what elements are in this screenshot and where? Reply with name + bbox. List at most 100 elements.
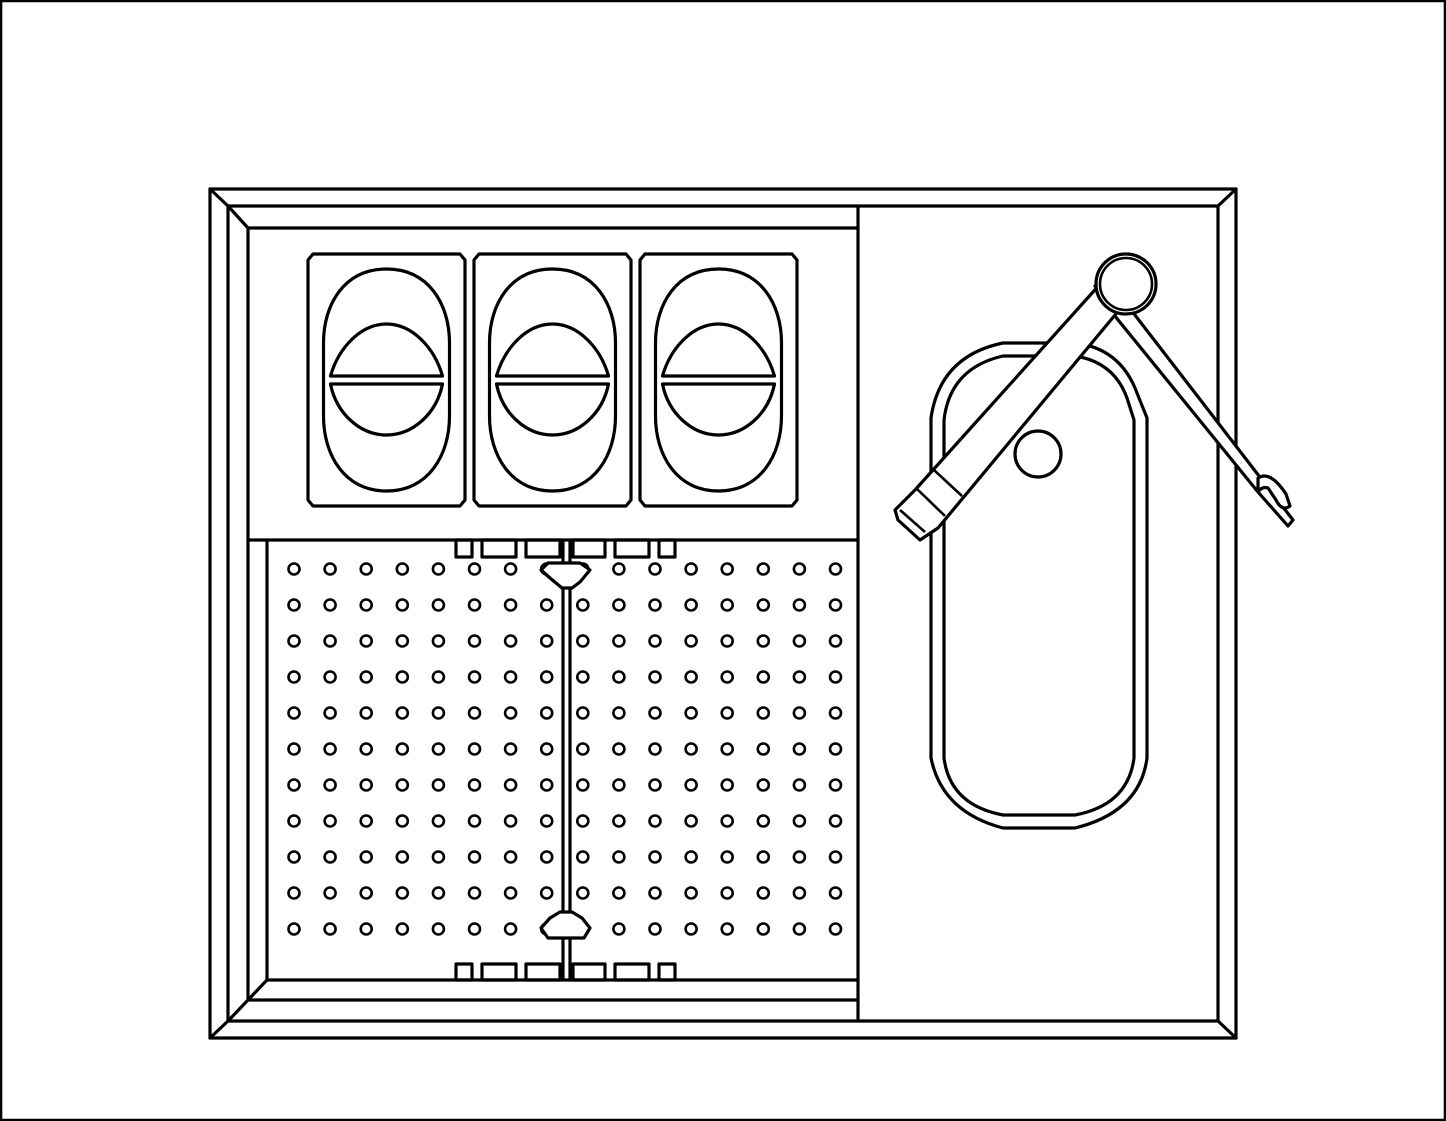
burner-plate bbox=[638, 252, 799, 508]
drain-hole bbox=[503, 850, 518, 864]
drain-hole bbox=[575, 670, 590, 684]
drain-hole bbox=[648, 634, 662, 648]
drain-hole bbox=[323, 814, 337, 828]
drain-hole bbox=[539, 850, 554, 864]
drain-hole bbox=[359, 706, 374, 720]
drain-hole bbox=[323, 706, 337, 720]
drain-hole bbox=[792, 598, 807, 612]
drain-hole bbox=[359, 742, 374, 756]
drain-hole bbox=[503, 706, 518, 720]
drain-hole bbox=[720, 742, 735, 756]
drain-hole bbox=[792, 742, 807, 756]
drain-hole bbox=[756, 670, 771, 684]
drainer-bottom-tabs bbox=[454, 962, 677, 982]
drain-hole bbox=[503, 778, 518, 792]
drain-hole bbox=[467, 814, 482, 828]
drain-hole bbox=[323, 886, 337, 900]
drain-hole bbox=[359, 778, 374, 792]
tab bbox=[657, 538, 677, 559]
drain-hole bbox=[539, 634, 554, 648]
tab bbox=[480, 962, 518, 982]
drain-icon bbox=[1013, 429, 1063, 479]
drain-hole bbox=[431, 634, 446, 648]
drain-hole bbox=[467, 670, 482, 684]
drain-hole bbox=[323, 634, 337, 648]
drain-hole bbox=[575, 598, 590, 612]
drain-hole bbox=[323, 562, 337, 576]
drain-hole bbox=[684, 922, 698, 936]
drain-hole bbox=[648, 562, 662, 576]
drain-hole bbox=[828, 850, 843, 864]
drain-hole bbox=[720, 634, 735, 648]
drain-hole bbox=[467, 742, 482, 756]
drain-hole bbox=[828, 670, 843, 684]
frame-corner-tr bbox=[1216, 187, 1238, 208]
drain-hole bbox=[612, 778, 626, 792]
drain-hole bbox=[720, 850, 735, 864]
drain-hole bbox=[648, 922, 662, 936]
drain-hole bbox=[575, 814, 590, 828]
drain-hole bbox=[395, 670, 410, 684]
drain-hole bbox=[395, 634, 410, 648]
drain-hole bbox=[648, 706, 662, 720]
inner-corner-top bbox=[226, 204, 250, 230]
drainer-center-rail bbox=[539, 540, 592, 982]
drain-hole bbox=[431, 562, 446, 576]
hob bbox=[306, 252, 799, 508]
drain-hole bbox=[684, 886, 698, 900]
drain-hole bbox=[467, 922, 482, 936]
drain-hole bbox=[287, 778, 301, 792]
drain-hole bbox=[612, 850, 626, 864]
drain-hole bbox=[684, 742, 698, 756]
drain-hole bbox=[359, 598, 374, 612]
drain-hole bbox=[575, 886, 590, 900]
drain-hole bbox=[575, 778, 590, 792]
drain-hole bbox=[684, 850, 698, 864]
rail-clip-top bbox=[539, 561, 592, 590]
tab bbox=[524, 962, 562, 982]
drain-hole bbox=[359, 670, 374, 684]
drain-hole bbox=[359, 562, 374, 576]
drain-hole bbox=[756, 742, 771, 756]
drain-hole bbox=[539, 886, 554, 900]
drain-hole bbox=[612, 706, 626, 720]
frame-inner bbox=[226, 204, 1220, 1023]
drain-hole bbox=[503, 886, 518, 900]
drain-hole bbox=[467, 598, 482, 612]
rail-clip-bottom bbox=[539, 910, 592, 940]
drain-hole bbox=[467, 850, 482, 864]
drain-hole bbox=[323, 670, 337, 684]
drain-hole bbox=[467, 778, 482, 792]
drain-hole bbox=[503, 562, 518, 576]
drain-hole bbox=[684, 814, 698, 828]
drain-hole bbox=[756, 562, 771, 576]
drain-hole bbox=[287, 814, 301, 828]
drain-hole bbox=[575, 634, 590, 648]
drain-hole bbox=[395, 706, 410, 720]
drain-hole bbox=[431, 706, 446, 720]
drain-hole bbox=[431, 598, 446, 612]
drainer-corner bbox=[246, 978, 269, 1002]
drain-hole bbox=[648, 814, 662, 828]
drain-hole bbox=[323, 598, 337, 612]
drain-hole bbox=[828, 814, 843, 828]
tab bbox=[524, 538, 562, 559]
drain-hole bbox=[323, 922, 337, 936]
drain-hole bbox=[792, 706, 807, 720]
spout-tip bbox=[899, 509, 926, 533]
drain-hole bbox=[431, 814, 446, 828]
drain-hole bbox=[756, 850, 771, 864]
drain-hole bbox=[612, 742, 626, 756]
drain-hole bbox=[720, 886, 735, 900]
drain-hole bbox=[539, 670, 554, 684]
bowl-inner bbox=[942, 354, 1136, 817]
drain-hole bbox=[287, 706, 301, 720]
drain-hole bbox=[792, 778, 807, 792]
drain-hole bbox=[431, 886, 446, 900]
lever-handle-end bbox=[1256, 474, 1292, 510]
drainer-holes bbox=[287, 562, 843, 936]
burner-plate bbox=[472, 252, 633, 508]
drain-hole bbox=[503, 670, 518, 684]
